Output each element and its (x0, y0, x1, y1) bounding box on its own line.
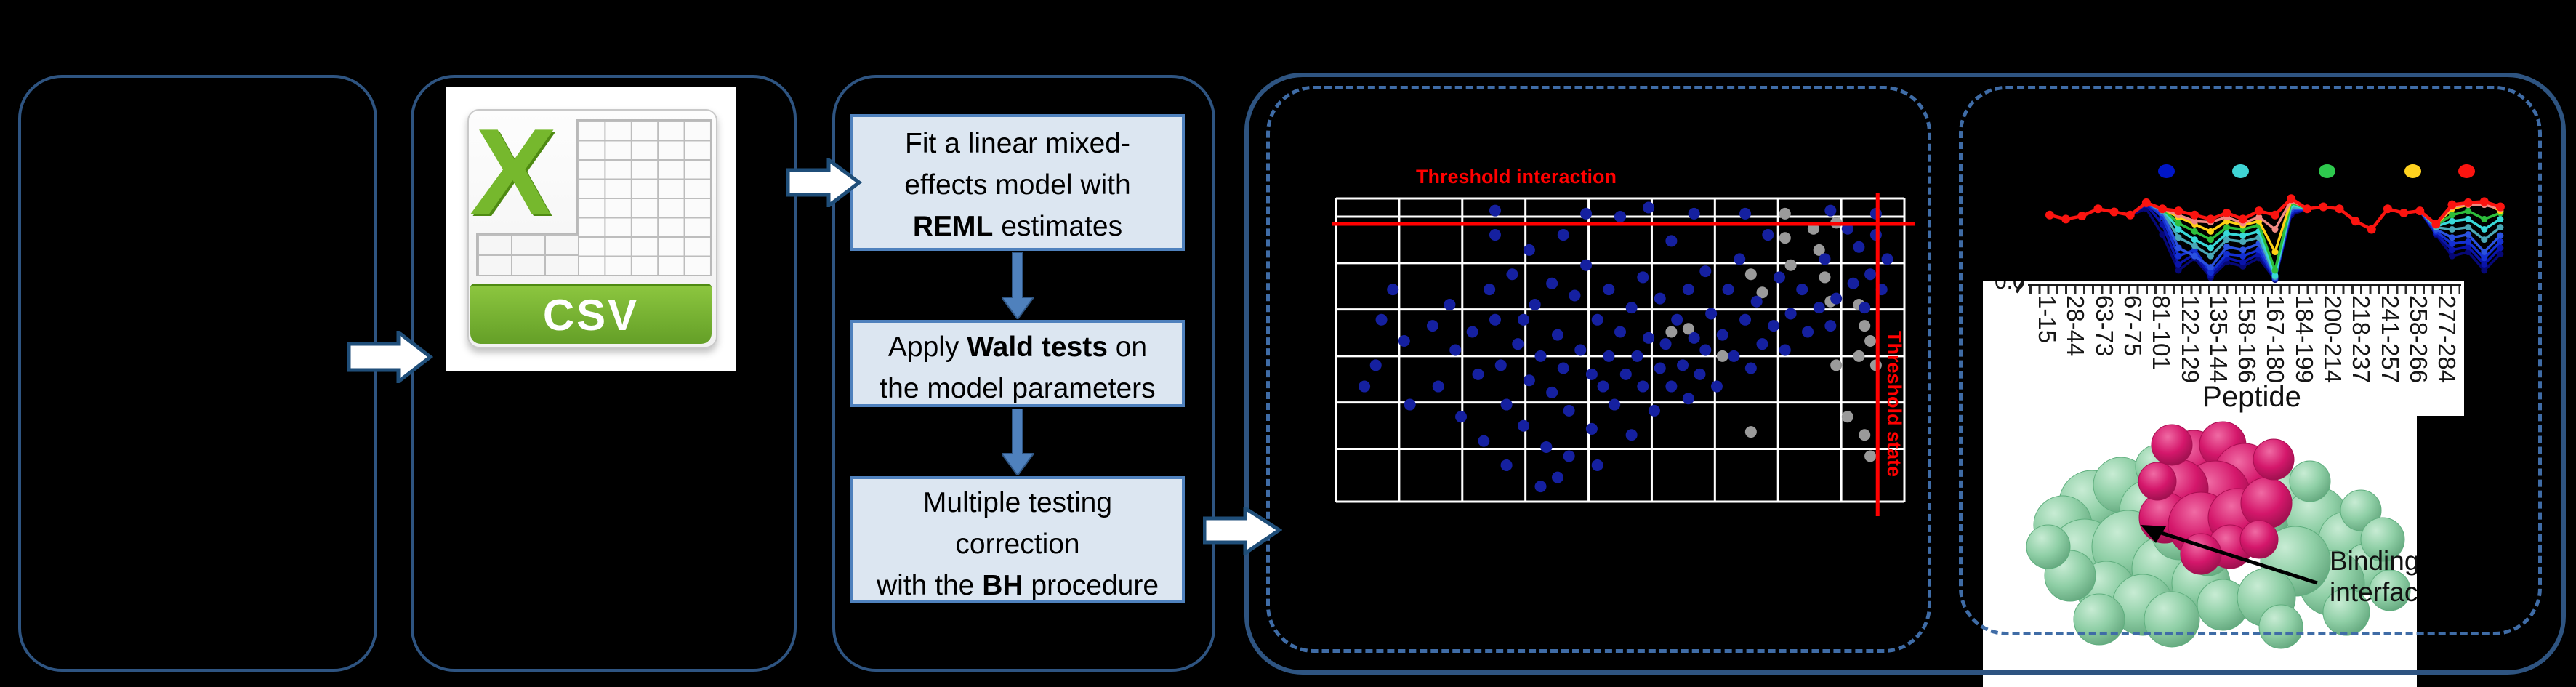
flow-step-bh-line3: with the BH procedure (876, 570, 1159, 601)
flow-step-bh: Multiple testing correction with the BH … (850, 476, 1185, 603)
csv-file-image: X CSV (446, 87, 736, 371)
flow-step-lmm: Fit a linear mixed- effects model with R… (850, 114, 1185, 251)
flow-step-wald: Apply Wald tests on the model parameters (850, 320, 1185, 407)
protein-structure-image (2026, 421, 2411, 649)
flow-step-lmm-line2: effects model with (904, 169, 1131, 201)
x-axis-line (2028, 284, 2461, 286)
binding-interface-label: Binding interface (2330, 546, 2417, 607)
binding-interface-arrow (2141, 525, 2318, 585)
threshold-interaction-label: Threshold interaction (1416, 166, 1617, 188)
x-axis-title: Peptide (2202, 381, 2301, 413)
volcano-scatter-plot (1332, 193, 1915, 516)
legend-dot-3 (2404, 164, 2421, 178)
flow-step-bh-line2: correction (955, 529, 1080, 560)
flow-step-lmm-line1: Fit a linear mixed- (905, 128, 1130, 159)
csv-band: CSV (470, 284, 712, 344)
peptide-axis-panel: 0.0 1-15 28-44 63-73 67-75 81-101 122-129 135-… (1983, 281, 2464, 416)
results-container-box (1244, 73, 2566, 675)
stage1-to-stage2-arrow-icon (347, 331, 433, 383)
flow-arrow-1-icon (1002, 252, 1034, 319)
spreadsheet-grid-lower (476, 233, 579, 276)
flow-step-lmm-line3: REML estimates (912, 211, 1123, 242)
threshold-state-label: Threshold state (1883, 331, 1905, 478)
stage3-box-stats (832, 75, 1215, 672)
volcano-dashed-box (1266, 86, 1931, 653)
stage2-to-stage3-arrow-icon (786, 158, 862, 207)
protein-structure-panel: Binding interface (1983, 416, 2417, 687)
legend-dot-2 (2319, 164, 2335, 178)
axis-minor-ticks (2029, 286, 2460, 294)
flow-step-wald-line1: Apply Wald tests on (887, 332, 1148, 363)
stage3-to-results-arrow-icon (1203, 507, 1282, 555)
flow-step-wald-line2: the model parameters (880, 373, 1156, 404)
stage2-box-csv (411, 75, 797, 672)
flow-arrow-2-icon (1002, 409, 1034, 475)
stage1-box (18, 75, 377, 672)
csv-label: CSV (542, 290, 640, 340)
legend-dot-4 (2458, 164, 2475, 178)
flow-step-bh-line1: Multiple testing (922, 487, 1113, 518)
uptake-line-chart (2045, 194, 2505, 284)
spreadsheet-grid (576, 119, 712, 276)
csv-card: X CSV (467, 103, 717, 348)
legend-dot-0 (2158, 164, 2175, 178)
legend-dot-1 (2232, 164, 2249, 178)
structure-dashed-box (1959, 86, 2542, 635)
